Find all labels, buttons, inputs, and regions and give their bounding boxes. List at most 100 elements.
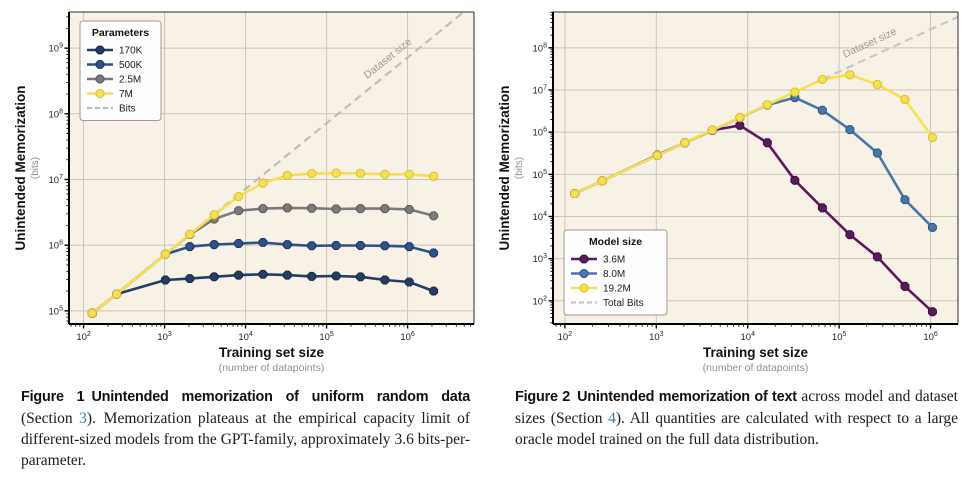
data-point-2.5M — [307, 203, 317, 213]
x-axis-sublabel: (number of datapoints) — [703, 362, 809, 374]
tick-label: 106 — [400, 331, 415, 343]
data-point-170K — [429, 286, 439, 296]
caption-text: across model and dataset sizes (Section — [515, 388, 958, 427]
data-point-19.2M — [845, 70, 855, 80]
data-point-19.2M — [900, 94, 910, 104]
data-point-2.5M — [404, 204, 414, 214]
section-link[interactable]: 4 — [608, 409, 616, 427]
caption-text: (Section — [21, 409, 80, 427]
y-axis-label: Unintended Memorization — [497, 86, 512, 251]
data-point-2.5M — [356, 204, 365, 214]
figure2-caption: Figure 2 Unintended memorization of text… — [515, 386, 958, 471]
data-point-170K — [185, 274, 195, 284]
y-axis-sublabel: (bits) — [514, 157, 525, 179]
tick-label: 102 — [76, 331, 91, 343]
data-point-500K — [380, 241, 390, 251]
data-point-170K — [282, 270, 292, 280]
tick-label: 105 — [319, 331, 334, 343]
legend-item-8.0M: 8.0M — [571, 269, 625, 280]
data-point-19.2M — [597, 176, 607, 186]
figure1-caption: Figure 1 Unintended memorization of unif… — [21, 386, 470, 471]
data-point-7M — [112, 289, 122, 299]
tick-label: 108 — [533, 42, 548, 54]
svg-text:170K: 170K — [119, 46, 143, 57]
data-point-170K — [160, 275, 170, 285]
x-axis-label: Training set size — [219, 345, 325, 360]
legend-title: Parameters — [92, 27, 149, 39]
y-axis-label: Unintended Memorization — [13, 86, 28, 251]
data-point-19.2M — [762, 100, 772, 110]
data-point-19.2M — [790, 87, 800, 97]
legend-item-19.2M: 19.2M — [571, 284, 631, 295]
data-point-500K — [307, 241, 317, 251]
data-point-500K — [209, 240, 219, 250]
legend-item-2.5M: 2.5M — [87, 75, 141, 86]
data-point-500K — [258, 237, 268, 247]
data-point-2.5M — [331, 204, 341, 214]
tick-label: 107 — [533, 85, 548, 97]
tick-label: 104 — [238, 331, 253, 343]
data-point-7M — [209, 210, 219, 220]
data-point-500K — [282, 240, 292, 250]
svg-text:3.6M: 3.6M — [603, 255, 625, 266]
svg-text:500K: 500K — [119, 60, 143, 71]
tick-label: 105 — [49, 305, 64, 317]
data-point-3.6M — [817, 203, 827, 213]
data-point-7M — [356, 168, 365, 178]
data-point-8.0M — [927, 222, 937, 232]
tick-label: 103 — [157, 331, 172, 343]
data-point-8.0M — [817, 105, 827, 115]
data-point-500K — [356, 240, 365, 250]
legend-item-Total Bits: Total Bits — [571, 298, 644, 309]
data-point-500K — [331, 240, 341, 250]
data-point-500K — [234, 239, 244, 248]
caption-heading: Figure 1 Unintended memorization of unif… — [21, 389, 470, 405]
svg-text:7M: 7M — [119, 89, 133, 100]
data-point-8.0M — [872, 148, 882, 158]
data-point-19.2M — [707, 125, 717, 135]
tick-marks — [548, 11, 932, 329]
data-point-19.2M — [872, 80, 882, 89]
captions-row: Figure 1 Unintended memorization of unif… — [0, 386, 969, 471]
data-point-7M — [185, 229, 195, 239]
legend-item-500K: 500K — [87, 60, 143, 71]
data-point-8.0M — [845, 125, 855, 135]
data-point-3.6M — [790, 175, 800, 185]
y-axis-sublabel: (bits) — [30, 157, 41, 179]
data-point-7M — [282, 171, 292, 180]
data-point-7M — [160, 249, 170, 259]
data-point-19.2M — [817, 74, 827, 84]
data-point-19.2M — [927, 132, 937, 142]
data-point-500K — [404, 242, 414, 252]
axes-spines — [68, 11, 475, 325]
data-point-19.2M — [652, 151, 662, 160]
section-link[interactable]: 3 — [79, 409, 87, 427]
axes-spines — [552, 11, 959, 325]
tick-label: 103 — [533, 253, 548, 265]
data-point-7M — [234, 192, 244, 202]
data-point-170K — [404, 277, 414, 287]
data-point-19.2M — [570, 189, 580, 199]
data-point-2.5M — [282, 203, 292, 213]
data-point-7M — [429, 171, 439, 181]
data-point-500K — [429, 248, 439, 258]
tick-marks — [64, 16, 472, 329]
data-point-3.6M — [872, 252, 882, 262]
data-point-3.6M — [900, 281, 910, 291]
data-point-7M — [331, 168, 341, 178]
tick-label: 104 — [533, 211, 548, 223]
tick-label: 105 — [533, 169, 548, 181]
data-point-7M — [307, 169, 317, 179]
data-point-500K — [185, 242, 195, 252]
tick-label: 104 — [740, 331, 755, 343]
data-point-170K — [356, 272, 365, 282]
legend: Model size 3.6M 8.0M 19.2M Total Bits — [563, 229, 668, 316]
svg-text:8.0M: 8.0M — [603, 269, 625, 280]
x-axis-sublabel: (number of datapoints) — [219, 362, 325, 374]
svg-text:19.2M: 19.2M — [603, 284, 631, 295]
caption-text: ). All quantities are calculated with re… — [515, 409, 958, 448]
data-point-170K — [380, 275, 390, 285]
x-axis-label: Training set size — [703, 345, 809, 360]
